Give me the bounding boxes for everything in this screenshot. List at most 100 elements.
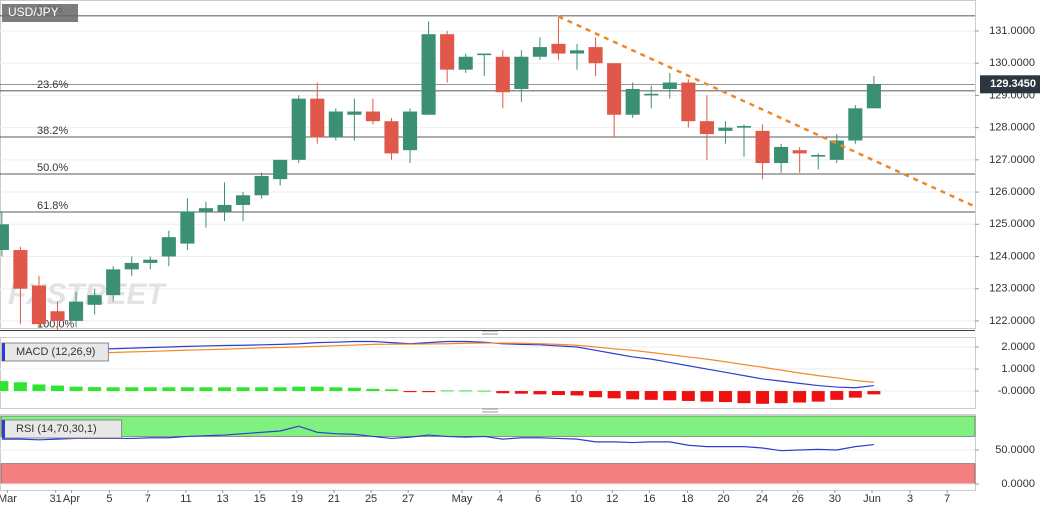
panel-handle (482, 330, 498, 413)
candle-body (0, 224, 9, 251)
candle-body (236, 195, 251, 205)
candle-body (124, 262, 139, 270)
indicator-title: RSI (14,70,30,1) (16, 423, 97, 435)
x-tick-label: 12 (606, 493, 618, 505)
histogram-bar (570, 391, 584, 396)
y-tick-label: 130.0000 (989, 57, 1035, 69)
histogram-bar (774, 391, 788, 404)
y-tick-label: 1.0000 (1001, 363, 1035, 375)
candle-body (31, 285, 47, 325)
x-tick-label: May (452, 493, 473, 505)
candle-body (792, 150, 807, 154)
zone (0, 415, 976, 437)
candle-body (607, 63, 622, 115)
candle-body (440, 34, 455, 70)
candle-body (718, 127, 733, 131)
candle-body (532, 47, 547, 57)
y-tick-label: -0.0000 (998, 385, 1035, 397)
candle-body (254, 175, 269, 196)
y-tick-label: 2.0000 (1001, 341, 1035, 353)
x-tick-label: 21 (328, 493, 340, 505)
y-tick-label: 126.0000 (989, 186, 1035, 198)
candle-body (384, 121, 399, 154)
histogram-bar (551, 391, 565, 396)
histogram-bar (273, 387, 287, 392)
last-price-label: 129.3450 (990, 78, 1036, 90)
candle-body (161, 237, 176, 257)
candle-body (87, 295, 102, 305)
x-tick-label: Apr (63, 493, 80, 505)
histogram-bar (384, 389, 398, 392)
x-tick-label: 13 (217, 493, 229, 505)
histogram-bar (162, 387, 176, 392)
histogram-bar (422, 391, 436, 393)
y-tick-label: 125.0000 (989, 218, 1035, 230)
x-tick-label: 5 (106, 493, 112, 505)
histogram-bar (700, 391, 714, 402)
watermark: FXSTREET (8, 278, 167, 311)
x-tick-label: 20 (717, 493, 729, 505)
histogram-bar (737, 391, 751, 404)
candle-body (217, 204, 232, 212)
histogram-bar (718, 391, 732, 403)
x-tick-label: 15 (254, 493, 266, 505)
candle-body (644, 93, 659, 96)
y-tick-label: 131.0000 (989, 25, 1035, 37)
histogram-bar (32, 384, 46, 392)
histogram-bar (0, 381, 9, 392)
histogram-bar (459, 390, 473, 392)
x-tick-label: 24 (756, 493, 768, 505)
histogram-bar (811, 391, 825, 402)
histogram-bar (310, 386, 324, 392)
candle-body (458, 56, 473, 70)
fib-label: 61.8% (37, 200, 68, 212)
candle-body (13, 250, 28, 289)
zone (0, 463, 976, 485)
candle-body (811, 155, 826, 157)
histogram-bar (143, 387, 157, 392)
fib-label: 38.2% (37, 125, 68, 137)
x-tick-label: 3 (907, 493, 913, 505)
series-line (1, 425, 874, 452)
candle-body (328, 111, 343, 138)
histogram-bar (514, 391, 528, 394)
x-tick-label: 26 (792, 493, 804, 505)
histogram-bar (88, 387, 102, 392)
candle-body (866, 84, 881, 109)
histogram-bar (51, 385, 65, 392)
y-tick-label: 122.0000 (989, 315, 1035, 327)
chart-title: USD/JPY (8, 5, 59, 19)
candle-body (662, 82, 677, 89)
histogram-bar (347, 387, 361, 392)
x-tick-label: Mar (0, 493, 17, 505)
y-tick-label: 123.0000 (989, 283, 1035, 295)
x-tick-label: 31 (50, 493, 62, 505)
histogram-bar (848, 391, 862, 398)
x-tick-label: 7 (944, 493, 950, 505)
histogram-bar (329, 387, 343, 392)
histogram-bar (440, 390, 454, 392)
histogram-bar (663, 391, 677, 401)
histogram-bar (830, 391, 844, 400)
candle-body (495, 56, 510, 93)
candle-body (69, 301, 84, 321)
main-panel (0, 0, 976, 329)
histogram-bar (255, 387, 269, 392)
candle-body (736, 126, 752, 128)
histogram-bar (589, 391, 603, 398)
y-tick-label: 0.0000 (1001, 478, 1035, 490)
candle-body (347, 111, 362, 115)
candle-body (755, 130, 770, 164)
series-line (1, 342, 874, 383)
series-line (1, 340, 874, 389)
candle-body (180, 211, 195, 244)
y-tick-label: 128.0000 (989, 122, 1035, 134)
candle-body (699, 121, 714, 135)
histogram-bar (13, 382, 27, 392)
x-tick-label: 27 (402, 493, 414, 505)
x-tick-label: 19 (291, 493, 303, 505)
x-tick-label: 18 (681, 493, 693, 505)
candle-body (273, 159, 288, 180)
histogram-bar (681, 391, 695, 401)
